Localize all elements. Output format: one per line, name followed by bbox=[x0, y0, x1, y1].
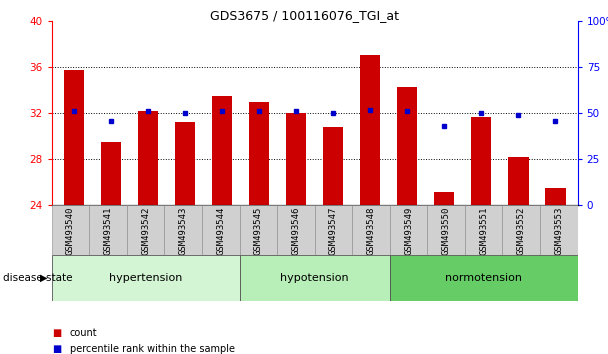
Bar bbox=[286, 113, 306, 205]
Bar bbox=[315, 205, 352, 255]
Bar bbox=[360, 55, 381, 205]
Bar bbox=[434, 192, 454, 205]
Bar bbox=[352, 205, 390, 255]
Text: GDS3675 / 100116076_TGI_at: GDS3675 / 100116076_TGI_at bbox=[210, 9, 398, 22]
Text: disease state: disease state bbox=[3, 273, 72, 283]
Text: GSM493551: GSM493551 bbox=[479, 207, 488, 255]
Text: GSM493547: GSM493547 bbox=[329, 207, 338, 255]
Bar bbox=[240, 205, 277, 255]
Bar bbox=[164, 205, 202, 255]
Text: ▶: ▶ bbox=[40, 273, 47, 283]
Bar bbox=[323, 127, 344, 205]
Text: GSM493541: GSM493541 bbox=[103, 207, 112, 255]
Text: GSM493543: GSM493543 bbox=[179, 207, 188, 255]
Text: ■: ■ bbox=[52, 328, 61, 338]
Text: ■: ■ bbox=[52, 344, 61, 354]
Text: hypertension: hypertension bbox=[109, 273, 182, 283]
Bar bbox=[427, 205, 465, 255]
Bar bbox=[240, 255, 390, 301]
Bar bbox=[202, 205, 240, 255]
Bar bbox=[212, 96, 232, 205]
Bar bbox=[138, 111, 158, 205]
Text: GSM493544: GSM493544 bbox=[216, 207, 225, 255]
Bar bbox=[465, 205, 502, 255]
Bar bbox=[52, 255, 240, 301]
Text: GSM493546: GSM493546 bbox=[291, 207, 300, 255]
Bar bbox=[390, 255, 578, 301]
Bar bbox=[397, 87, 418, 205]
Bar bbox=[471, 117, 491, 205]
Text: GSM493540: GSM493540 bbox=[66, 207, 75, 255]
Text: count: count bbox=[70, 328, 97, 338]
Bar bbox=[508, 157, 528, 205]
Bar bbox=[502, 205, 540, 255]
Text: hypotension: hypotension bbox=[280, 273, 349, 283]
Bar bbox=[249, 102, 269, 205]
Text: GSM493553: GSM493553 bbox=[554, 207, 564, 255]
Bar bbox=[540, 205, 578, 255]
Text: GSM493549: GSM493549 bbox=[404, 207, 413, 255]
Bar bbox=[175, 122, 195, 205]
Bar bbox=[277, 205, 315, 255]
Bar bbox=[101, 142, 121, 205]
Bar bbox=[64, 70, 84, 205]
Text: GSM493548: GSM493548 bbox=[367, 207, 376, 255]
Text: GSM493550: GSM493550 bbox=[441, 207, 451, 255]
Bar bbox=[390, 205, 427, 255]
Text: GSM493552: GSM493552 bbox=[517, 207, 526, 255]
Text: percentile rank within the sample: percentile rank within the sample bbox=[70, 344, 235, 354]
Bar bbox=[545, 188, 565, 205]
Text: normotension: normotension bbox=[445, 273, 522, 283]
Text: GSM493542: GSM493542 bbox=[141, 207, 150, 255]
Bar bbox=[52, 205, 89, 255]
Bar bbox=[89, 205, 127, 255]
Text: GSM493545: GSM493545 bbox=[254, 207, 263, 255]
Bar bbox=[127, 205, 164, 255]
